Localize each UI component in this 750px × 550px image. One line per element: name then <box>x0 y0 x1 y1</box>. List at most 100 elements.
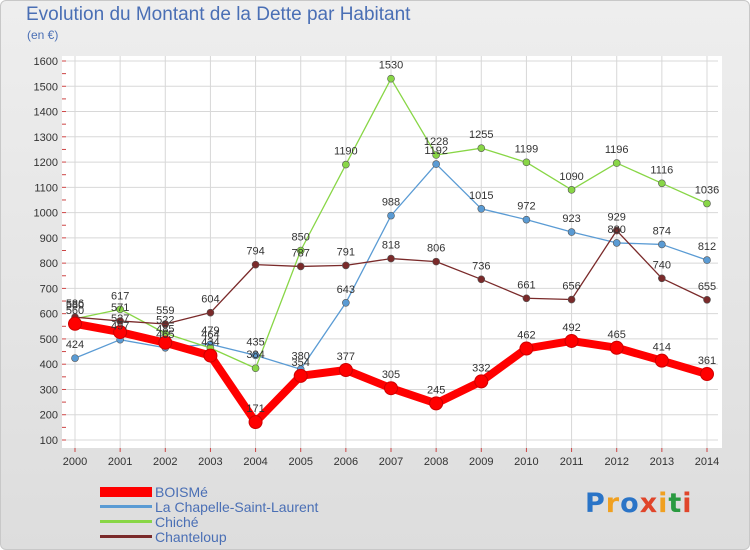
y-tick-label: 1600 <box>34 56 58 68</box>
x-tick-label: 2006 <box>334 456 358 468</box>
y-tick-label: 100 <box>40 435 58 447</box>
y-tick-label: 200 <box>40 410 58 422</box>
data-point <box>252 365 259 372</box>
y-tick-label: 500 <box>40 334 58 346</box>
data-point <box>388 212 395 219</box>
data-point <box>610 341 623 354</box>
data-point <box>523 216 530 223</box>
data-point <box>388 75 395 82</box>
data-label: 1015 <box>469 190 493 202</box>
data-label: 1036 <box>695 185 719 197</box>
data-label: 988 <box>382 197 400 209</box>
line-chart: 1002003004005006007008009001000110012001… <box>0 0 750 550</box>
data-label: 559 <box>156 305 174 317</box>
data-point <box>568 186 575 193</box>
x-tick-label: 2013 <box>650 456 674 468</box>
y-tick-label: 700 <box>40 283 58 295</box>
data-point <box>69 317 82 330</box>
legend-swatch <box>100 487 152 497</box>
data-label: 245 <box>427 384 445 396</box>
data-label: 850 <box>292 232 310 244</box>
data-label: 1199 <box>515 143 539 155</box>
data-label: 818 <box>382 240 400 252</box>
data-label: 655 <box>698 281 716 293</box>
data-label: 972 <box>517 201 535 213</box>
data-label: 305 <box>382 369 400 381</box>
data-point <box>565 334 578 347</box>
data-point <box>478 205 485 212</box>
data-label: 1192 <box>424 145 448 157</box>
data-point <box>568 296 575 303</box>
data-label: 1530 <box>379 60 403 72</box>
data-point <box>297 263 304 270</box>
data-label: 923 <box>562 213 580 225</box>
x-tick-label: 2011 <box>560 456 584 468</box>
data-label: 1090 <box>559 171 583 183</box>
data-label: 643 <box>337 284 355 296</box>
x-tick-label: 2008 <box>424 456 448 468</box>
data-point <box>342 299 349 306</box>
y-tick-label: 400 <box>40 359 58 371</box>
data-point <box>72 355 79 362</box>
data-label: 465 <box>608 329 626 341</box>
x-tick-label: 2000 <box>63 456 87 468</box>
data-point <box>475 375 488 388</box>
data-point <box>658 241 665 248</box>
data-label: 929 <box>608 212 626 224</box>
data-point <box>613 160 620 167</box>
legend-swatch <box>100 520 152 523</box>
legend-label: La Chapelle-Saint-Laurent <box>155 499 319 515</box>
data-label: 736 <box>472 260 490 272</box>
data-label: 485 <box>156 324 174 336</box>
legend-label: Chanteloup <box>155 529 227 545</box>
data-label: 740 <box>653 259 671 271</box>
data-label: 656 <box>562 281 580 293</box>
data-label: 604 <box>201 294 219 306</box>
data-point <box>385 382 398 395</box>
data-label: 1116 <box>650 164 673 176</box>
data-point <box>433 258 440 265</box>
data-point <box>704 296 711 303</box>
data-label: 661 <box>517 279 535 291</box>
data-point <box>252 261 259 268</box>
data-label: 794 <box>246 246 264 258</box>
x-tick-label: 2010 <box>514 456 538 468</box>
data-label: 479 <box>201 325 219 337</box>
data-point <box>701 368 714 381</box>
data-point <box>430 397 443 410</box>
data-point <box>658 275 665 282</box>
data-label: 617 <box>111 290 129 302</box>
proxiti-logo: Proxiti <box>585 488 693 519</box>
data-point <box>342 161 349 168</box>
data-point <box>704 200 711 207</box>
data-point <box>294 369 307 382</box>
y-tick-label: 800 <box>40 258 58 270</box>
data-point <box>523 159 530 166</box>
data-label: 812 <box>698 241 716 253</box>
data-label: 462 <box>517 330 535 342</box>
data-label: 354 <box>292 357 310 369</box>
data-point <box>613 239 620 246</box>
data-label: 880 <box>608 224 626 236</box>
y-tick-label: 300 <box>40 384 58 396</box>
data-label: 527 <box>111 313 129 325</box>
data-point <box>478 145 485 152</box>
data-label: 492 <box>562 322 580 334</box>
data-label: 332 <box>472 362 490 374</box>
y-tick-label: 1400 <box>34 107 58 119</box>
data-label: 171 <box>246 403 264 415</box>
data-label: 1196 <box>605 144 629 156</box>
data-label: 787 <box>292 247 310 259</box>
data-point <box>655 354 668 367</box>
data-label: 377 <box>337 351 355 363</box>
x-tick-label: 2014 <box>695 456 719 468</box>
y-tick-label: 600 <box>40 309 58 321</box>
y-tick-label: 1100 <box>34 182 58 194</box>
data-label: 434 <box>201 337 219 349</box>
y-tick-label: 1300 <box>34 132 58 144</box>
data-label: 560 <box>66 305 84 317</box>
legend-label: BOISMé <box>155 484 208 500</box>
data-label: 874 <box>653 225 671 237</box>
data-point <box>523 295 530 302</box>
x-tick-label: 2001 <box>108 456 132 468</box>
